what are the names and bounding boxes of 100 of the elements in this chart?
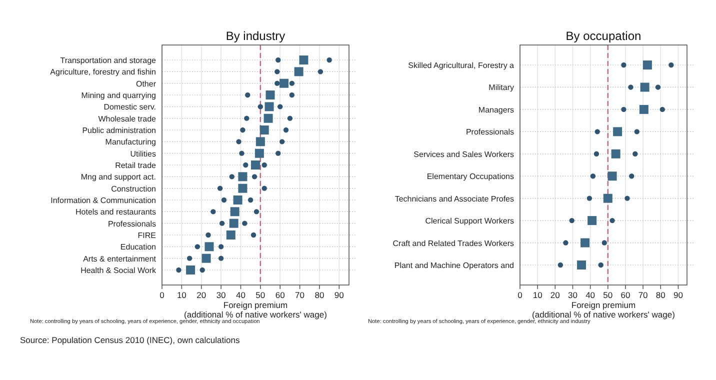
point	[628, 84, 634, 90]
point	[264, 102, 274, 112]
point	[242, 220, 248, 226]
point	[238, 172, 248, 182]
x-tick-label: 30	[216, 290, 226, 300]
point	[602, 240, 607, 246]
x-tick-label: 90	[334, 290, 344, 300]
point	[603, 194, 612, 203]
point	[244, 116, 250, 121]
y-tick-label: Hotels and restaurants	[76, 208, 156, 217]
y-tick-label: Services and Sales Workers	[414, 150, 514, 159]
y-tick-label: Technicians and Associate Profes	[394, 194, 514, 204]
x-tick-label: 10	[176, 290, 187, 300]
y-tick-label: Wholesale trade	[98, 114, 157, 124]
point	[278, 104, 283, 110]
point	[558, 262, 564, 268]
point	[236, 139, 242, 144]
point	[668, 62, 674, 68]
point	[229, 218, 238, 228]
point	[202, 254, 211, 263]
point	[577, 260, 586, 270]
point	[186, 256, 192, 261]
point	[634, 129, 640, 134]
point	[226, 230, 236, 240]
point	[243, 162, 248, 168]
point	[204, 242, 214, 252]
y-tick-label: Retail trade	[115, 161, 157, 170]
point	[632, 151, 638, 156]
point	[276, 150, 281, 156]
point	[289, 92, 295, 98]
x-tick-label: 80	[314, 290, 324, 300]
point	[299, 56, 308, 64]
x-tick-label: 20	[550, 290, 560, 300]
y-tick-label: Craft and Related Trades Workers	[392, 238, 514, 248]
point	[326, 57, 332, 63]
point	[283, 127, 289, 133]
x-tick-label: 90	[673, 290, 684, 300]
source-note: Source: Population Census 2010 (INEC), own calculations	[20, 335, 240, 345]
point	[621, 106, 626, 112]
point	[200, 267, 205, 273]
point	[608, 172, 617, 181]
point	[264, 114, 273, 123]
point	[238, 184, 248, 193]
point	[287, 116, 293, 121]
x-tick-label: 20	[196, 290, 206, 300]
point	[276, 57, 281, 63]
point	[239, 150, 244, 156]
point	[219, 220, 225, 226]
point	[655, 84, 661, 90]
x-tick-label: 70	[295, 290, 305, 300]
y-tick-label: Mng and support act.	[80, 172, 156, 182]
x-axis-title: Foreign premium (additional % of native workers' wage)	[532, 300, 676, 320]
y-tick-label: Plant and Machine Operators and	[394, 261, 514, 270]
point	[279, 139, 285, 144]
point	[230, 207, 240, 216]
y-tick-label: Arts & entertainment	[83, 254, 157, 264]
point	[260, 126, 269, 134]
x-tick-label: 60	[275, 290, 286, 300]
x-tick-label: 40	[586, 290, 596, 300]
x-tick-label: 50	[603, 290, 613, 300]
point	[194, 244, 200, 250]
y-tick-label: Construction	[111, 184, 156, 194]
y-tick-label: Education	[120, 242, 156, 252]
point	[274, 80, 280, 86]
y-tick-label: Professionals	[466, 128, 514, 137]
point	[176, 267, 182, 273]
x-axis-title: Foreign premium (additional % of native workers' wage)	[184, 300, 328, 320]
y-tick-label: Manufacturing	[105, 138, 156, 147]
point	[289, 80, 295, 86]
x-tick-label: 70	[638, 290, 648, 300]
y-tick-label: Professionals	[108, 219, 156, 228]
point	[280, 78, 289, 88]
point	[640, 82, 650, 92]
y-tick-label: Skilled Agricultural, Forestry a	[408, 61, 515, 70]
point	[594, 151, 600, 156]
x-tick-label: 80	[656, 290, 666, 300]
y-tick-label: Domestic serv.	[104, 102, 156, 112]
y-tick-label: FIRE	[138, 231, 156, 240]
point	[250, 232, 256, 238]
point	[217, 186, 223, 191]
point	[569, 218, 574, 224]
point	[248, 197, 254, 203]
point	[266, 90, 275, 100]
y-tick-label: Health & Social Work	[80, 266, 157, 275]
y-tick-label: Utilities	[130, 149, 156, 158]
point	[580, 238, 590, 248]
x-tick-label: 50	[256, 290, 266, 300]
point	[660, 106, 665, 112]
point	[629, 174, 634, 179]
point	[251, 160, 260, 170]
point	[610, 218, 615, 224]
point	[256, 137, 265, 146]
point	[590, 174, 596, 179]
x-tick-label: 0	[518, 290, 523, 300]
point	[254, 209, 260, 214]
x-tick-label: 40	[236, 290, 246, 300]
point	[229, 174, 234, 180]
point	[594, 129, 600, 134]
x-tick-label: 10	[532, 290, 543, 300]
point	[586, 196, 592, 201]
